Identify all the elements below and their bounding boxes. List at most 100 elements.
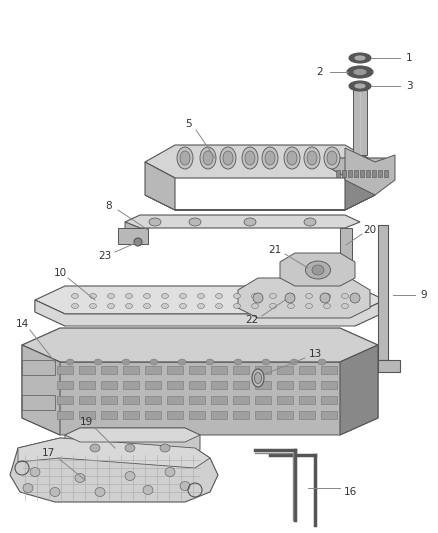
- Polygon shape: [360, 170, 364, 177]
- Bar: [211, 411, 227, 419]
- Bar: [145, 411, 161, 419]
- Ellipse shape: [234, 359, 242, 365]
- Bar: [277, 396, 293, 404]
- Bar: [57, 381, 73, 389]
- Polygon shape: [22, 345, 378, 435]
- Bar: [189, 366, 205, 374]
- Text: 17: 17: [41, 448, 55, 458]
- Ellipse shape: [349, 53, 371, 63]
- Polygon shape: [336, 170, 340, 177]
- Bar: [321, 381, 337, 389]
- Ellipse shape: [354, 83, 366, 89]
- Ellipse shape: [75, 473, 85, 482]
- Ellipse shape: [233, 303, 240, 309]
- Polygon shape: [145, 145, 375, 178]
- Ellipse shape: [223, 151, 233, 165]
- Text: 23: 23: [99, 251, 112, 261]
- Ellipse shape: [89, 303, 96, 309]
- Ellipse shape: [220, 147, 236, 169]
- Polygon shape: [125, 222, 140, 240]
- Text: 13: 13: [308, 349, 321, 359]
- Ellipse shape: [287, 303, 294, 309]
- Polygon shape: [35, 300, 65, 326]
- Ellipse shape: [134, 238, 142, 246]
- Polygon shape: [348, 170, 352, 177]
- Ellipse shape: [215, 303, 223, 309]
- Ellipse shape: [107, 303, 114, 309]
- Ellipse shape: [262, 147, 278, 169]
- Ellipse shape: [318, 359, 326, 365]
- Bar: [233, 411, 249, 419]
- Bar: [101, 381, 117, 389]
- Bar: [211, 381, 227, 389]
- Text: 10: 10: [53, 268, 67, 278]
- Ellipse shape: [307, 151, 317, 165]
- Polygon shape: [22, 395, 55, 410]
- Polygon shape: [65, 428, 200, 456]
- Bar: [211, 366, 227, 374]
- Ellipse shape: [305, 261, 331, 279]
- Ellipse shape: [312, 265, 324, 275]
- Ellipse shape: [354, 55, 366, 61]
- Ellipse shape: [30, 467, 40, 477]
- Ellipse shape: [233, 294, 240, 298]
- Polygon shape: [35, 300, 385, 326]
- Ellipse shape: [320, 293, 330, 303]
- Polygon shape: [145, 195, 375, 210]
- Bar: [145, 396, 161, 404]
- Bar: [167, 396, 183, 404]
- Ellipse shape: [324, 147, 340, 169]
- Ellipse shape: [122, 359, 130, 365]
- Ellipse shape: [287, 294, 294, 298]
- Bar: [189, 381, 205, 389]
- Ellipse shape: [339, 264, 353, 272]
- Ellipse shape: [189, 218, 201, 226]
- Ellipse shape: [71, 294, 78, 298]
- Ellipse shape: [89, 294, 96, 298]
- Polygon shape: [355, 300, 385, 326]
- Polygon shape: [340, 345, 378, 435]
- Polygon shape: [340, 228, 352, 265]
- Polygon shape: [342, 170, 346, 177]
- Ellipse shape: [342, 294, 349, 298]
- Bar: [79, 381, 95, 389]
- Polygon shape: [18, 438, 210, 468]
- Bar: [57, 396, 73, 404]
- Bar: [299, 411, 315, 419]
- Ellipse shape: [125, 444, 135, 452]
- Text: 19: 19: [79, 417, 92, 427]
- Ellipse shape: [265, 151, 275, 165]
- Polygon shape: [22, 360, 55, 375]
- Ellipse shape: [125, 472, 135, 481]
- Text: 9: 9: [420, 290, 427, 300]
- Polygon shape: [353, 90, 367, 155]
- Ellipse shape: [347, 66, 373, 78]
- Polygon shape: [366, 170, 370, 177]
- Text: 1: 1: [406, 53, 412, 63]
- Ellipse shape: [150, 359, 158, 365]
- Ellipse shape: [66, 359, 74, 365]
- Ellipse shape: [269, 303, 276, 309]
- Ellipse shape: [90, 444, 100, 452]
- Ellipse shape: [324, 303, 331, 309]
- Bar: [57, 366, 73, 374]
- Ellipse shape: [149, 218, 161, 226]
- Bar: [321, 366, 337, 374]
- Polygon shape: [22, 328, 378, 362]
- Polygon shape: [378, 170, 382, 177]
- Ellipse shape: [94, 359, 102, 365]
- Ellipse shape: [203, 151, 213, 165]
- Ellipse shape: [304, 218, 316, 226]
- Bar: [255, 366, 271, 374]
- Ellipse shape: [251, 294, 258, 298]
- Ellipse shape: [180, 151, 190, 165]
- Ellipse shape: [126, 303, 133, 309]
- Bar: [299, 366, 315, 374]
- Bar: [233, 381, 249, 389]
- Text: 5: 5: [185, 119, 191, 129]
- Ellipse shape: [200, 147, 216, 169]
- Bar: [101, 411, 117, 419]
- Ellipse shape: [290, 359, 298, 365]
- Bar: [123, 381, 139, 389]
- Ellipse shape: [160, 444, 170, 452]
